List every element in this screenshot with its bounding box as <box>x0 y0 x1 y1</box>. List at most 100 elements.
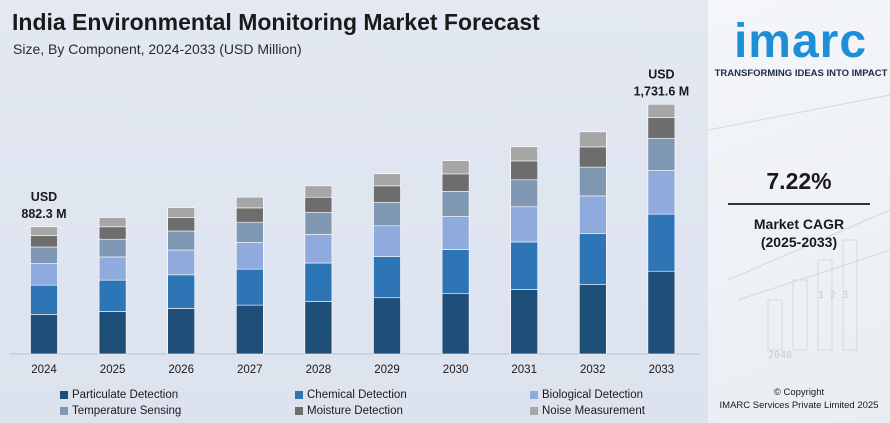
x-tick-label: 2033 <box>649 364 675 376</box>
bar-segment <box>441 160 470 175</box>
chart-legend: Particulate Detection Chemical Detection B… <box>60 388 700 418</box>
bar-segment <box>167 308 195 355</box>
chart-title: India Environmental Monitoring Market Fo… <box>12 9 540 35</box>
bar-segment <box>167 249 195 276</box>
copyright: © Copyright IMARC Services Private Limit… <box>708 386 890 412</box>
bar-segment <box>578 131 607 148</box>
bar-segment <box>510 160 539 181</box>
legend-swatch <box>530 407 538 415</box>
bar-segment <box>441 216 470 250</box>
cagr-value: 7.22% <box>766 168 832 194</box>
bar-segment <box>373 173 401 187</box>
imarc-logo: imarc <box>733 15 868 68</box>
bar-segment <box>98 256 127 281</box>
bar-segment <box>30 284 58 315</box>
bar-segment <box>98 279 127 312</box>
bar-segment <box>647 117 676 139</box>
decorative-numbers: 2048 <box>768 350 793 361</box>
bar-segment <box>373 225 401 257</box>
bar-segment <box>578 284 607 355</box>
bar-segment <box>441 191 470 217</box>
bar-segment <box>304 185 333 198</box>
bar-segment <box>647 270 676 355</box>
legend-label: Moisture Detection <box>307 405 403 417</box>
bar-segment <box>578 166 607 197</box>
cagr-period: (2025-2033) <box>760 234 838 250</box>
bar-segment <box>578 146 607 168</box>
decorative-numbers: 1 2 3 <box>818 290 849 301</box>
legend-swatch <box>530 391 538 399</box>
bar-segment <box>373 297 401 355</box>
total-value-label: 1,731.6 M <box>634 84 690 98</box>
bar-segment <box>304 196 333 213</box>
legend-swatch <box>295 407 303 415</box>
legend-item: Chemical Detection <box>295 388 530 402</box>
bar-segment <box>236 196 264 209</box>
legend-label: Noise Measurement <box>542 405 645 417</box>
bar-segment <box>647 170 676 215</box>
bar-segment <box>647 213 676 272</box>
bar-segment <box>373 185 401 203</box>
bar-segment <box>30 235 58 248</box>
bar-segment <box>98 238 127 258</box>
chart-subtitle: Size, By Component, 2024-2033 (USD Milli… <box>13 41 302 57</box>
legend-label: Biological Detection <box>542 389 644 401</box>
bar-segment <box>510 206 539 243</box>
bar-segment <box>510 241 539 290</box>
x-tick-label: 2027 <box>237 364 263 376</box>
bar-segment <box>373 201 401 227</box>
x-tick-label: 2029 <box>374 364 400 376</box>
background-chart-decoration <box>708 94 890 351</box>
x-tick-label: 2024 <box>31 364 57 376</box>
logo-tagline: TRANSFORMING IDEAS INTO IMPACT <box>714 68 888 79</box>
legend-swatch <box>60 391 68 399</box>
bar-segment <box>510 179 539 208</box>
bar-segment <box>236 221 264 243</box>
stacked-bar-chart: 2024 2025 2026 2027 2028 2029 2030 2031 2032 2033… <box>10 67 700 376</box>
bar-segment <box>304 234 333 264</box>
copyright-line-2: IMARC Services Private Limited 2025 <box>719 400 879 411</box>
bar-segment <box>373 256 401 299</box>
legend-item: Temperature Sensing <box>60 404 295 418</box>
legend-label: Chemical Detection <box>307 389 407 401</box>
bar-segment <box>236 207 264 223</box>
bar-segment <box>30 246 58 264</box>
bar-segment <box>98 217 127 228</box>
total-value-label: USD <box>648 67 674 81</box>
bar-segment <box>304 301 333 355</box>
bar-segment <box>578 195 607 235</box>
bar-segment <box>510 289 539 355</box>
copyright-line-1: © Copyright <box>773 387 825 398</box>
bar-segment <box>510 146 539 162</box>
bar-segment <box>30 226 58 236</box>
bar-segment <box>647 137 676 171</box>
cagr-label: Market CAGR <box>753 216 845 232</box>
bar-segment <box>441 173 470 192</box>
bar-segment <box>236 242 264 270</box>
x-tick-label: 2032 <box>580 364 606 376</box>
total-value-label: 882.3 M <box>21 207 66 221</box>
bar-segment <box>441 249 470 295</box>
legend-swatch <box>60 407 68 415</box>
bar-segment <box>647 103 676 118</box>
x-tick-label: 2026 <box>168 364 194 376</box>
x-tick-label: 2030 <box>443 364 469 376</box>
bar-segment <box>236 268 264 306</box>
bar-segment <box>167 207 195 219</box>
bar-segment <box>304 262 333 302</box>
x-tick-label: 2028 <box>306 364 332 376</box>
bar-segment <box>578 233 607 285</box>
legend-swatch <box>295 391 303 399</box>
bar-segment <box>167 230 195 251</box>
x-tick-label: 2025 <box>100 364 126 376</box>
bar-segment <box>304 212 333 235</box>
bar-segment <box>441 293 470 355</box>
bar-segment <box>167 274 195 309</box>
legend-item: Biological Detection <box>530 388 700 402</box>
legend-item: Noise Measurement <box>530 404 700 418</box>
side-panel: 2048 1 2 3 imarc TRANSFORMING IDEAS INTO… <box>708 0 890 423</box>
x-tick-label: 2031 <box>511 364 537 376</box>
bar-segment <box>98 226 127 240</box>
chart-panel: India Environmental Monitoring Market Fo… <box>0 0 708 423</box>
total-value-label: USD <box>31 190 57 204</box>
